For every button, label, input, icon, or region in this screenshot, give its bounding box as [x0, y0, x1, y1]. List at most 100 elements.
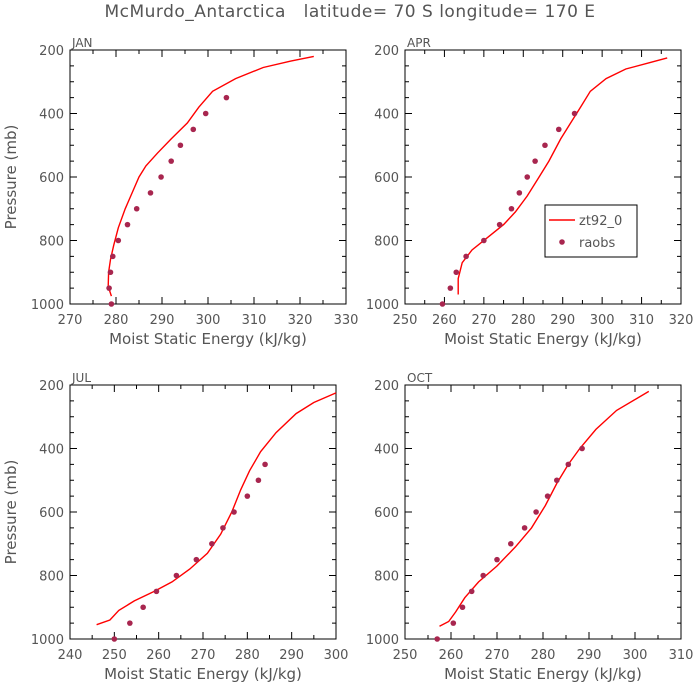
x-tick-label: 300	[623, 648, 648, 663]
data-point-raobs	[244, 493, 251, 499]
data-point-raobs	[508, 205, 515, 212]
y-tick-label: 600	[39, 171, 64, 186]
y-tick-label: 800	[374, 570, 399, 585]
data-point-raobs	[579, 445, 585, 452]
x-tick-label: 310	[629, 313, 654, 328]
y-tick-label: 200	[374, 379, 399, 394]
data-point-raobs	[111, 636, 118, 642]
x-axis-label: Moist Static Energy (kJ/kg)	[104, 665, 302, 683]
y-tick-label: 600	[374, 171, 399, 186]
data-point-raobs	[255, 477, 262, 484]
y-tick-label: 1000	[366, 298, 399, 313]
x-tick-label: 280	[511, 313, 536, 328]
x-axis-label: Moist Static Energy (kJ/kg)	[109, 330, 307, 348]
y-tick-label: 200	[39, 379, 64, 394]
x-tick-label: 270	[191, 648, 216, 663]
x-tick-label: 260	[432, 313, 457, 328]
x-tick-label: 290	[550, 313, 575, 328]
data-point-raobs	[106, 285, 112, 291]
x-tick-label: 310	[669, 648, 694, 663]
series-line-zt92_0	[457, 57, 668, 295]
data-point-raobs	[447, 285, 454, 291]
x-axis-label: Moist Static Energy (kJ/kg)	[444, 665, 642, 683]
data-point-raobs	[124, 221, 131, 228]
figure-title: McMurdo_Antarctica latitude= 70 S longit…	[104, 2, 596, 22]
legend-entry-line: zt92_0	[579, 214, 622, 229]
y-tick-label: 800	[39, 570, 64, 585]
x-tick-label: 310	[242, 313, 267, 328]
data-point-raobs	[480, 572, 487, 579]
data-point-raobs	[109, 253, 116, 260]
data-point-raobs	[516, 190, 523, 196]
panel-jul: 240 250 260 270 280 290 300 200 400 600 800 1000 JUL…	[2, 371, 348, 683]
y-tick-label: 1000	[31, 633, 64, 648]
data-point-raobs	[153, 588, 160, 595]
panel-apr: 250 260 270 280 290 300 310 320 200 400 600 800 1000…	[366, 36, 694, 348]
x-tick-label: 280	[531, 648, 556, 663]
data-point-raobs	[168, 158, 174, 164]
data-point-raobs	[190, 126, 197, 133]
series-line-zt92_0	[439, 390, 650, 627]
data-point-raobs	[107, 269, 114, 276]
x-tick-label: 250	[393, 313, 418, 328]
data-point-raobs	[223, 94, 230, 101]
plot-frame	[404, 49, 682, 305]
x-tick-label: 260	[146, 648, 171, 663]
data-point-raobs	[133, 205, 140, 212]
x-tick-label: 300	[324, 648, 349, 663]
panel-oct: 250 260 270 280 290 300 310 200 400 600 800 1000 OCT…	[366, 371, 694, 683]
series-line-zt92_0	[107, 55, 314, 297]
data-point-raobs	[158, 174, 164, 180]
y-tick-label: 600	[374, 506, 399, 521]
data-point-raobs	[209, 540, 215, 547]
data-point-raobs	[544, 493, 551, 499]
panel-label: JUL	[71, 371, 91, 385]
data-point-raobs	[555, 126, 562, 133]
data-point-raobs	[140, 604, 146, 611]
x-tick-label: 290	[577, 648, 602, 663]
data-point-raobs	[554, 477, 560, 484]
data-point-raobs	[193, 556, 200, 563]
data-point-raobs	[494, 556, 500, 563]
x-axis-label: Moist Static Energy (kJ/kg)	[444, 330, 642, 348]
data-point-raobs	[127, 620, 133, 626]
data-point-raobs	[468, 588, 475, 595]
data-point-raobs	[434, 636, 441, 642]
y-tick-label: 200	[374, 44, 399, 59]
panel-label: OCT	[407, 371, 433, 385]
data-point-raobs	[453, 269, 460, 276]
plot-frame	[69, 49, 347, 305]
data-point-raobs	[220, 525, 226, 531]
data-point-raobs	[533, 509, 539, 515]
y-tick-label: 800	[374, 235, 399, 250]
x-tick-label: 300	[196, 313, 221, 328]
data-point-raobs	[459, 604, 466, 611]
x-tick-label: 300	[590, 313, 615, 328]
x-tick-label: 270	[471, 313, 496, 328]
y-tick-label: 1000	[366, 633, 399, 648]
data-point-raobs	[108, 301, 115, 307]
x-tick-label: 270	[58, 313, 83, 328]
data-point-raobs	[532, 158, 538, 164]
data-point-raobs	[521, 525, 528, 531]
x-tick-label: 320	[288, 313, 313, 328]
y-axis-label: Pressure (mb)	[2, 125, 20, 230]
data-point-raobs	[524, 174, 531, 180]
x-tick-label: 290	[150, 313, 175, 328]
x-tick-label: 250	[102, 648, 127, 663]
x-tick-label: 260	[439, 648, 464, 663]
legend-entry-dots: raobs	[579, 236, 616, 251]
data-point-raobs	[147, 190, 154, 196]
y-tick-label: 400	[39, 108, 64, 123]
data-point-raobs	[508, 540, 514, 547]
data-point-raobs	[262, 461, 268, 468]
x-tick-label: 240	[58, 648, 83, 663]
data-point-raobs	[173, 572, 180, 579]
x-tick-label: 250	[393, 648, 418, 663]
y-tick-label: 400	[374, 443, 399, 458]
x-tick-label: 290	[279, 648, 304, 663]
data-point-raobs	[496, 221, 503, 228]
y-tick-label: 1000	[31, 298, 64, 313]
y-tick-label: 600	[39, 506, 64, 521]
